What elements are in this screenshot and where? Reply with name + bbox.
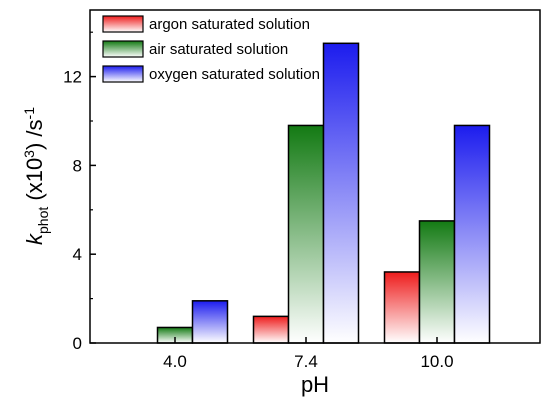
y-axis-title-k: k bbox=[22, 233, 47, 245]
bar-oxygen-10.0 bbox=[453, 124, 491, 344]
y-axis-title-sub: phot bbox=[35, 207, 51, 234]
bar-air-10.0 bbox=[418, 220, 456, 344]
y-tick-label: 4 bbox=[73, 245, 82, 264]
x-tick-label: 10.0 bbox=[420, 352, 453, 371]
y-axis-title-supneg1: -1 bbox=[21, 107, 37, 120]
x-axis-ticks: 4.0 7.4 10.0 bbox=[163, 337, 454, 371]
legend-label: oxygen saturated solution bbox=[149, 66, 320, 83]
legend-swatch bbox=[102, 65, 144, 83]
y-axis-ticks: 0 4 8 12 bbox=[63, 31, 96, 353]
y-axis-title-sup3: 3 bbox=[21, 150, 37, 158]
y-tick-label: 12 bbox=[63, 68, 82, 87]
bar-argon-10.0 bbox=[383, 271, 421, 344]
y-axis-title-mid: (x10 bbox=[22, 158, 47, 207]
bars-group bbox=[156, 42, 491, 344]
y-tick-label: 8 bbox=[73, 156, 82, 175]
x-axis-title: pH bbox=[301, 372, 329, 397]
bar-argon-7.4 bbox=[252, 315, 290, 344]
x-tick-label: 4.0 bbox=[163, 352, 187, 371]
bar-air-7.4 bbox=[287, 124, 325, 344]
legend: argon saturated solution air saturated so… bbox=[102, 15, 320, 83]
bar-oxygen-4.0 bbox=[191, 300, 229, 344]
y-axis-title-end: ) /s bbox=[22, 119, 47, 150]
legend-swatch bbox=[102, 15, 144, 33]
legend-label: air saturated solution bbox=[149, 41, 288, 58]
y-axis-title: kphot (x103) /s-1 bbox=[21, 107, 51, 245]
legend-swatch bbox=[102, 40, 144, 58]
y-tick-label: 0 bbox=[73, 334, 82, 353]
bar-oxygen-7.4 bbox=[322, 42, 360, 344]
x-tick-label: 7.4 bbox=[294, 352, 318, 371]
plot-frame bbox=[89, 9, 541, 344]
legend-label: argon saturated solution bbox=[149, 16, 310, 33]
